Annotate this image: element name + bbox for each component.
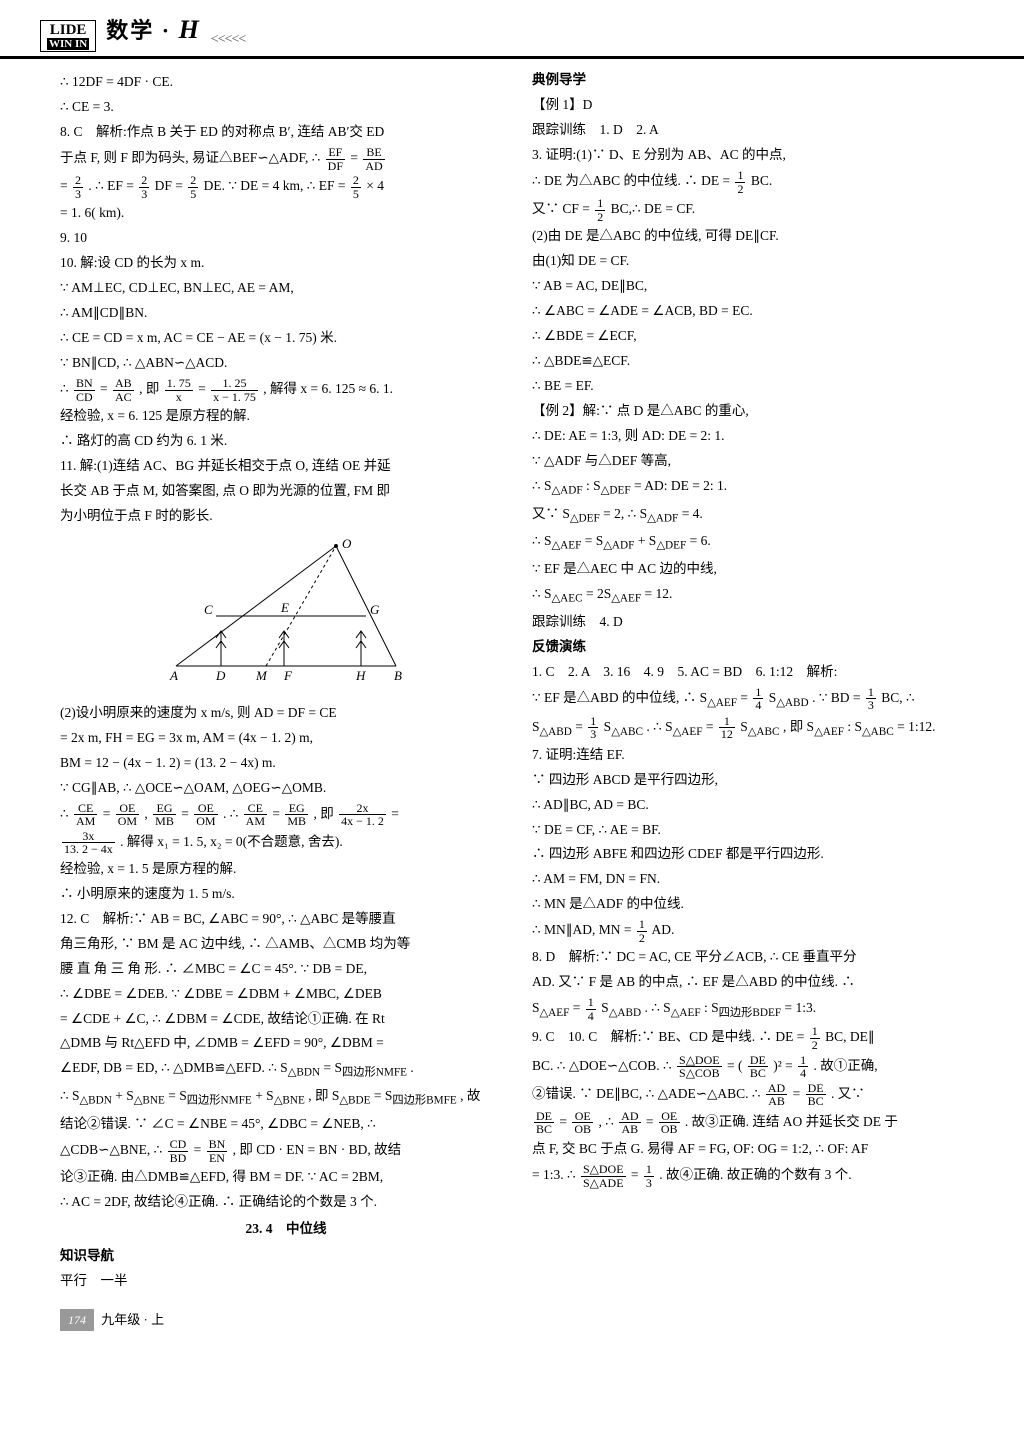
- diagram-svg: O C E G A D M F H B: [156, 536, 416, 686]
- heading: 典例导学: [532, 69, 984, 92]
- fraction: EFDF: [326, 146, 345, 172]
- text-line: ∴ CE = 3.: [60, 96, 512, 119]
- text-line: 于点 F, 则 F 即为码头, 易证△BEF∽△ADF, ∴ EFDF = BE…: [60, 146, 512, 172]
- label-D: D: [215, 668, 226, 683]
- page-number: 174: [60, 1309, 94, 1331]
- label-E: E: [280, 600, 289, 615]
- label-A: A: [169, 668, 178, 683]
- text-line: = 23 . ∴ EF = 23 DF = 25 DE. ∵ DE = 4 km…: [60, 174, 512, 200]
- label-H: H: [355, 668, 366, 683]
- section-title: 23. 4 中位线: [60, 1218, 512, 1241]
- label-B: B: [394, 668, 402, 683]
- label-C: C: [204, 602, 213, 617]
- text-line: 8. C 解析:作点 B 关于 ED 的对称点 B′, 连结 AB′交 ED: [60, 121, 512, 144]
- label-O: O: [342, 536, 352, 551]
- page-footer: 174 九年级 · 上: [0, 1305, 1024, 1351]
- nav-heading: 知识导航: [60, 1245, 512, 1268]
- logo-bottom: WIN IN: [47, 38, 89, 50]
- page-body: ∴ 12DF = 4DF · CE. ∴ CE = 3. 8. C 解析:作点 …: [0, 59, 1024, 1305]
- grade-label: 九年级 · 上: [101, 1312, 164, 1327]
- geometry-diagram: O C E G A D M F H B: [60, 536, 512, 694]
- left-column: ∴ 12DF = 4DF · CE. ∴ CE = 3. 8. C 解析:作点 …: [60, 69, 512, 1295]
- page-header: LIDE WIN IN 数学 · H <<<<<: [0, 0, 1024, 59]
- logo: LIDE WIN IN: [40, 20, 96, 53]
- right-column: 典例导学 【例 1】D 跟踪训练 1. D 2. A 3. 证明:(1)∵ D、…: [532, 69, 984, 1295]
- fraction: BEAD: [363, 146, 384, 172]
- chevrons-icon: <<<<<: [211, 28, 245, 52]
- label-F: F: [283, 668, 293, 683]
- label-M: M: [255, 668, 268, 683]
- heading: 反馈演练: [532, 636, 984, 659]
- logo-top: LIDE: [50, 22, 87, 38]
- subject-label: 数学 · H: [106, 8, 201, 52]
- label-G: G: [370, 602, 380, 617]
- text-line: ∴ 12DF = 4DF · CE.: [60, 71, 512, 94]
